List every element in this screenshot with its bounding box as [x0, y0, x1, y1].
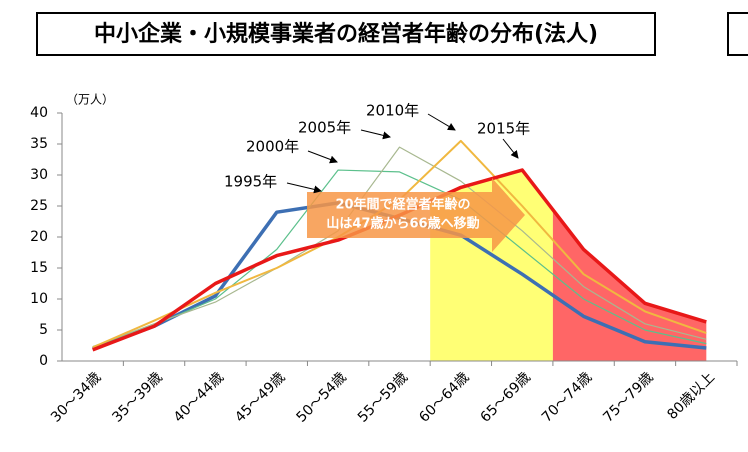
- y-tick-label: 30: [30, 167, 48, 183]
- x-tick-label: 40～44歳: [171, 369, 227, 425]
- series-line: [92, 169, 707, 348]
- x-tick-label: 80歳以上: [664, 369, 718, 423]
- y-tick-label: 35: [30, 136, 48, 152]
- unit-label: （万人）: [66, 93, 114, 107]
- series-annotation: 1995年: [224, 173, 277, 191]
- series-annotation: 2000年: [246, 138, 299, 156]
- y-tick-label: 25: [30, 198, 48, 214]
- series-line: [92, 146, 707, 348]
- x-tick-label: 30～34歳: [48, 369, 104, 425]
- annotation-arrow: [307, 150, 338, 164]
- callout-text: 20年間で経営者年齢の: [335, 197, 470, 213]
- y-tick-label: 5: [39, 322, 48, 338]
- series-annotation: 2015年: [477, 120, 530, 138]
- x-tick-label: 50～54歳: [293, 369, 349, 425]
- y-tick-label: 15: [30, 260, 48, 276]
- annotation-arrow: [502, 138, 519, 159]
- series-annotation: 2005年: [298, 119, 351, 137]
- x-tick-label: 60～64歳: [416, 369, 472, 425]
- callout: 20年間で経営者年齢の 山は47歳から66歳へ移動: [307, 178, 525, 252]
- y-tick-label: 20: [30, 229, 48, 245]
- callout-text: 山は47歳から66歳へ移動: [326, 216, 479, 232]
- y-tick-label: 40: [30, 105, 48, 121]
- callout-arrow: [307, 178, 525, 252]
- x-tick-label: 70～74歳: [539, 369, 595, 425]
- annotation-arrow: [286, 182, 322, 194]
- chart-title: 中小企業・小規模事業者の経営者年齢の分布(法人): [94, 21, 598, 47]
- highlight-area: [552, 209, 707, 361]
- x-tick-label: 65～69歳: [478, 369, 534, 425]
- annotation-arrow: [360, 129, 391, 140]
- x-tick-label: 45～49歳: [232, 369, 288, 425]
- series-annotation: 2010年: [366, 102, 419, 120]
- x-tick-label: 75～79歳: [600, 369, 656, 425]
- y-tick-label: 10: [30, 291, 48, 307]
- title-box: [36, 12, 656, 56]
- y-tick-label: 0: [39, 353, 48, 369]
- x-tick-label: 35～39歳: [109, 369, 165, 425]
- annotation-arrow: [427, 113, 456, 131]
- next-box: [727, 12, 748, 56]
- x-tick-label: 55～59歳: [355, 369, 411, 425]
